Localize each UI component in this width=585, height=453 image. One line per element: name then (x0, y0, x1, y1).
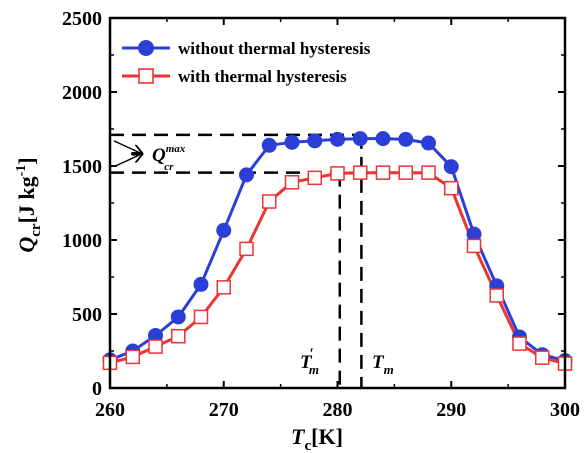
data-point-with-hysteresis (307, 170, 322, 186)
data-point-without-hysteresis (216, 222, 232, 238)
data-point-with-hysteresis (193, 309, 209, 325)
data-point-with-hysteresis (262, 194, 277, 209)
y-tick-label: 0 (92, 378, 102, 400)
y-axis-label: Qcr[J kg-1] (14, 157, 44, 252)
x-tick-label: 290 (436, 399, 466, 421)
data-point-with-hysteresis (148, 339, 163, 354)
data-point-with-hysteresis (535, 350, 550, 365)
t-m-label: Tm (372, 352, 394, 377)
data-point-with-hysteresis (375, 165, 391, 180)
data-point-without-hysteresis (466, 226, 482, 242)
data-point-without-hysteresis (193, 276, 209, 292)
y-tick-label: 500 (72, 304, 102, 326)
y-tick-label: 1500 (62, 156, 102, 178)
data-point-with-hysteresis (239, 241, 254, 257)
data-point-without-hysteresis (421, 135, 436, 151)
x-tick-label: 300 (550, 399, 580, 421)
data-point-with-hysteresis (330, 166, 345, 181)
legend: without thermal hysteresis with thermal … (122, 39, 371, 86)
ticks: 260 270 280 290 300 0 500 1000 1500 2000 2500 (62, 8, 580, 421)
data-point-without-hysteresis (261, 137, 277, 153)
y-tick-label: 2000 (62, 82, 102, 104)
q-max-arrow (113, 140, 142, 154)
data-point-with-hysteresis (171, 328, 186, 344)
data-point-without-hysteresis (398, 131, 414, 147)
data-point-without-hysteresis (170, 309, 186, 325)
data-point-without-hysteresis (443, 159, 459, 175)
data-point-with-hysteresis (512, 336, 527, 351)
legend-label-without: without thermal hysteresis (178, 39, 371, 58)
data-point-with-hysteresis (466, 238, 482, 254)
x-tick-label: 280 (323, 399, 353, 421)
data-point-with-hysteresis (421, 165, 436, 180)
q-max-label: Qmax cr (152, 143, 186, 173)
y-tick-label: 2500 (62, 8, 102, 30)
data-point-without-hysteresis (375, 131, 391, 147)
data-point-without-hysteresis (284, 134, 300, 150)
legend-label-with: with thermal hysteresis (178, 67, 347, 86)
data-point-without-hysteresis (307, 133, 323, 149)
data-point-with-hysteresis (284, 175, 300, 190)
x-tick-label: 270 (209, 399, 239, 421)
data-point-with-hysteresis (353, 165, 368, 180)
t-m-prime-label: T′ m (300, 346, 319, 377)
data-point-with-hysteresis (398, 165, 413, 180)
reference-lines (110, 133, 363, 388)
x-tick-label: 260 (95, 399, 125, 421)
y-tick-label: 1000 (62, 230, 102, 252)
data-point-with-hysteresis (125, 349, 140, 365)
q-max-annotation: Qmax cr (113, 140, 186, 173)
legend-marker-with (138, 68, 154, 84)
data-point-without-hysteresis (148, 327, 163, 343)
data-point-with-hysteresis (216, 280, 231, 295)
data-point-without-hysteresis (352, 131, 368, 147)
x-axis-label: Tc[K] (291, 424, 343, 453)
legend-marker-without (138, 40, 154, 56)
data-point-without-hysteresis (239, 167, 254, 183)
data-point-with-hysteresis (444, 180, 459, 196)
q-max-arrow-lower (113, 154, 142, 168)
data-point-with-hysteresis (489, 288, 504, 303)
data-point-without-hysteresis (330, 131, 345, 147)
